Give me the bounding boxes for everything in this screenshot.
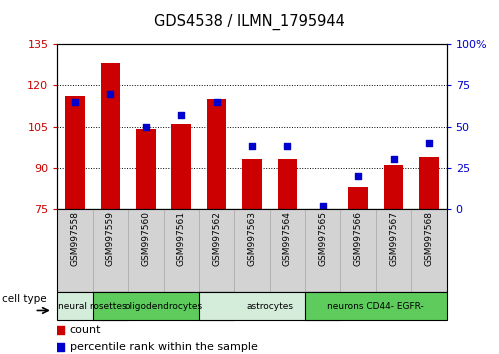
Bar <box>199 292 340 320</box>
Text: GSM997567: GSM997567 <box>389 211 398 266</box>
Point <box>248 143 256 149</box>
Text: GSM997566: GSM997566 <box>354 211 363 266</box>
Bar <box>376 209 411 292</box>
Text: astrocytes: astrocytes <box>246 302 293 311</box>
Text: GSM997563: GSM997563 <box>248 211 256 266</box>
Bar <box>235 209 269 292</box>
Bar <box>277 159 297 209</box>
Point <box>390 157 398 162</box>
Point <box>177 112 185 118</box>
Bar <box>172 124 191 209</box>
Text: GSM997568: GSM997568 <box>425 211 434 266</box>
Bar <box>340 209 376 292</box>
Point <box>213 99 221 105</box>
Bar <box>93 209 128 292</box>
Point <box>283 143 291 149</box>
Text: GDS4538 / ILMN_1795944: GDS4538 / ILMN_1795944 <box>154 14 345 30</box>
Bar <box>164 209 199 292</box>
Bar <box>305 292 447 320</box>
Bar <box>57 292 128 320</box>
Bar <box>93 292 235 320</box>
Text: neural rosettes: neural rosettes <box>58 302 127 311</box>
Text: GSM997560: GSM997560 <box>141 211 150 266</box>
Bar <box>384 165 403 209</box>
Text: percentile rank within the sample: percentile rank within the sample <box>70 342 257 352</box>
Bar <box>136 129 156 209</box>
Text: GSM997565: GSM997565 <box>318 211 327 266</box>
Point <box>56 344 64 349</box>
Bar <box>269 209 305 292</box>
Bar <box>101 63 120 209</box>
Text: oligodendrocytes: oligodendrocytes <box>124 302 203 311</box>
Text: GSM997564: GSM997564 <box>283 211 292 266</box>
Bar <box>348 187 368 209</box>
Bar <box>243 159 261 209</box>
Bar <box>419 157 439 209</box>
Text: GSM997559: GSM997559 <box>106 211 115 266</box>
Text: neurons CD44- EGFR-: neurons CD44- EGFR- <box>327 302 424 311</box>
Text: GSM997561: GSM997561 <box>177 211 186 266</box>
Bar <box>207 99 227 209</box>
Text: count: count <box>70 325 101 335</box>
Point <box>319 203 327 209</box>
Bar <box>65 96 85 209</box>
Bar <box>128 209 164 292</box>
Point <box>425 140 433 146</box>
Text: GSM997562: GSM997562 <box>212 211 221 266</box>
Bar <box>57 209 93 292</box>
Text: GSM997558: GSM997558 <box>70 211 79 266</box>
Bar <box>199 209 235 292</box>
Point <box>142 124 150 130</box>
Bar <box>411 209 447 292</box>
Point <box>56 327 64 333</box>
Text: cell type: cell type <box>2 294 47 304</box>
Point <box>71 99 79 105</box>
Bar <box>305 209 340 292</box>
Point <box>354 173 362 179</box>
Point <box>106 91 114 97</box>
